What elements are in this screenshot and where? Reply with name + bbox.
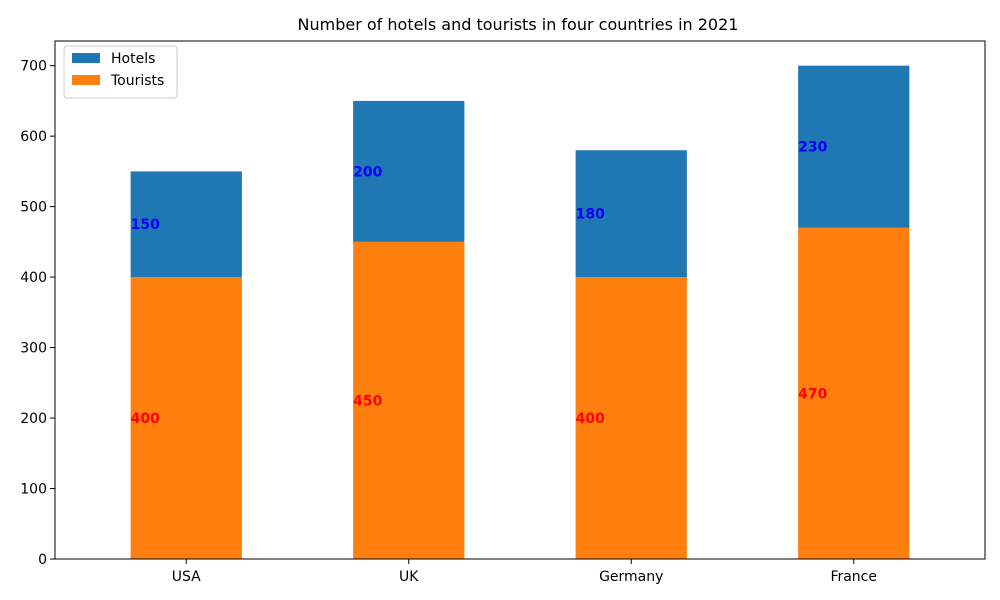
y-tick-label: 0 xyxy=(38,552,47,568)
y-tick-label: 300 xyxy=(20,341,47,357)
legend-label-tourists: Tourists xyxy=(110,73,164,89)
x-tick-label: Germany xyxy=(599,569,663,585)
bar-tourists-france xyxy=(798,227,910,559)
axes-layer: 0 100 200 300 400 500 600 700 USA UK Germany France xyxy=(20,40,986,585)
bars-layer xyxy=(130,65,910,559)
y-tick-label: 400 xyxy=(20,270,47,286)
x-tick-label: France xyxy=(830,569,877,585)
y-tick-label: 500 xyxy=(20,200,47,216)
x-tick-label: UK xyxy=(399,569,419,585)
data-label-tourists-usa: 400 xyxy=(131,411,160,427)
legend-label-hotels: Hotels xyxy=(111,51,155,67)
y-tick-label: 600 xyxy=(20,129,47,145)
data-label-tourists-uk: 450 xyxy=(353,393,382,409)
data-label-hotels-germany: 180 xyxy=(576,207,605,223)
x-tick-label: USA xyxy=(172,569,201,585)
chart-title: Number of hotels and tourists in four co… xyxy=(298,15,739,34)
legend-swatch-hotels xyxy=(72,53,100,63)
data-label-tourists-france: 470 xyxy=(798,386,827,402)
y-tick-label: 700 xyxy=(20,59,47,75)
y-tick-label: 200 xyxy=(20,411,47,427)
bar-tourists-usa xyxy=(130,277,242,559)
legend: Hotels Tourists xyxy=(63,45,178,99)
plot-frame xyxy=(54,40,986,560)
bar-hotels-germany xyxy=(575,150,687,278)
legend-swatch-tourists xyxy=(72,75,100,85)
data-label-hotels-france: 230 xyxy=(798,140,827,156)
bar-hotels-france xyxy=(798,65,910,228)
data-label-tourists-germany: 400 xyxy=(576,411,605,427)
bar-tourists-germany xyxy=(575,277,687,559)
bar-tourists-uk xyxy=(353,241,465,559)
data-label-hotels-usa: 150 xyxy=(131,217,160,233)
data-label-hotels-uk: 200 xyxy=(353,164,382,180)
data-labels-layer: 400 150 450 200 400 180 470 230 xyxy=(131,140,828,427)
y-tick-label: 100 xyxy=(20,482,47,498)
bar-hotels-uk xyxy=(353,100,465,242)
bar-hotels-usa xyxy=(130,171,242,278)
